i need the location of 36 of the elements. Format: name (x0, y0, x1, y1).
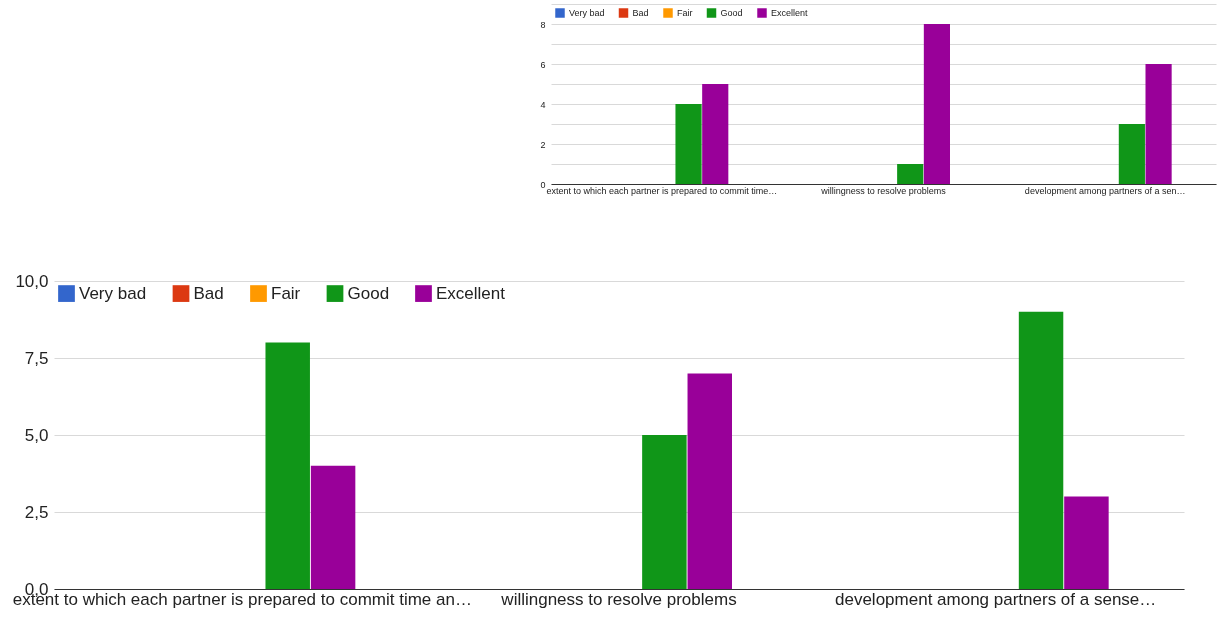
legend-label: Bad (193, 283, 224, 303)
bar (702, 84, 729, 184)
legend-label: Excellent (771, 8, 809, 18)
bar (1145, 64, 1172, 184)
bar (923, 24, 950, 184)
y-tick-label: 8 (540, 19, 546, 30)
bar (310, 465, 356, 589)
bar (675, 104, 702, 184)
bar (265, 342, 310, 589)
x-tick-label: extent to which each partner is prepared to commit time… (546, 185, 778, 196)
y-tick-label: 4 (540, 99, 546, 110)
bar (1064, 496, 1109, 589)
y-tick-label: 0 (540, 179, 546, 190)
y-tick-label: 7,5 (24, 348, 49, 368)
legend-label: Bad (632, 8, 649, 18)
x-tick-label: willingness to resolve problems (820, 185, 947, 196)
legend-label: Good (720, 8, 743, 18)
y-tick-label: 2 (540, 139, 546, 150)
legend-label: Fair (271, 283, 301, 303)
y-tick-label: 5,0 (24, 425, 49, 445)
y-tick-label: 2,5 (24, 502, 49, 522)
legend-label: Good (347, 283, 390, 303)
x-tick-label: development among partners of a sense… (835, 589, 1157, 609)
legend-label: Excellent (436, 283, 506, 303)
y-tick-label: 10,0 (15, 271, 49, 291)
x-tick-label: development among partners of a sen… (1024, 185, 1186, 196)
legend-label: Fair (677, 8, 693, 18)
bar (642, 435, 687, 589)
y-tick-label: 6 (540, 59, 546, 70)
legend-label: Very bad (79, 283, 147, 303)
bar (1118, 124, 1145, 184)
bar (1018, 311, 1064, 589)
legend-label: Very bad (569, 8, 605, 18)
x-tick-label: willingness to resolve problems (500, 589, 737, 609)
bar (687, 373, 732, 589)
bar (897, 164, 924, 184)
